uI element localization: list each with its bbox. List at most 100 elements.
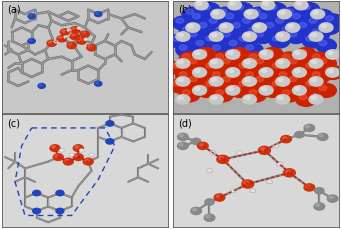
Circle shape xyxy=(56,191,64,196)
Circle shape xyxy=(316,57,336,71)
Circle shape xyxy=(209,71,230,85)
Circle shape xyxy=(242,95,256,105)
Circle shape xyxy=(212,46,220,51)
Circle shape xyxy=(239,82,247,87)
Circle shape xyxy=(309,19,317,24)
Circle shape xyxy=(196,22,217,35)
Circle shape xyxy=(259,14,267,20)
Circle shape xyxy=(211,79,217,82)
Circle shape xyxy=(182,55,190,60)
Circle shape xyxy=(276,71,296,85)
Circle shape xyxy=(83,158,93,165)
Circle shape xyxy=(206,37,214,42)
Circle shape xyxy=(261,70,267,73)
Circle shape xyxy=(292,86,306,96)
Circle shape xyxy=(209,95,223,105)
Circle shape xyxy=(80,32,90,38)
Circle shape xyxy=(289,77,297,82)
Circle shape xyxy=(176,19,184,24)
Circle shape xyxy=(256,13,277,26)
Circle shape xyxy=(186,57,207,71)
Circle shape xyxy=(299,50,307,55)
Circle shape xyxy=(70,27,79,34)
Circle shape xyxy=(54,41,58,44)
Circle shape xyxy=(173,64,180,69)
Circle shape xyxy=(306,126,310,128)
Circle shape xyxy=(193,39,213,53)
Circle shape xyxy=(306,37,313,42)
Circle shape xyxy=(72,35,75,37)
Circle shape xyxy=(33,191,41,196)
Circle shape xyxy=(197,143,208,150)
Circle shape xyxy=(77,27,81,30)
Circle shape xyxy=(94,82,102,87)
Circle shape xyxy=(326,17,333,22)
Circle shape xyxy=(186,10,194,15)
Circle shape xyxy=(326,68,340,78)
Circle shape xyxy=(286,10,294,15)
Circle shape xyxy=(256,32,264,38)
Circle shape xyxy=(273,144,279,148)
Circle shape xyxy=(295,70,300,73)
Circle shape xyxy=(236,35,256,49)
Circle shape xyxy=(216,8,236,22)
Circle shape xyxy=(179,89,200,102)
Circle shape xyxy=(186,30,207,44)
Circle shape xyxy=(204,214,215,221)
Circle shape xyxy=(106,121,114,127)
Circle shape xyxy=(242,44,263,58)
Circle shape xyxy=(85,159,89,162)
Circle shape xyxy=(57,36,66,43)
Circle shape xyxy=(50,145,60,152)
Circle shape xyxy=(252,75,273,89)
Circle shape xyxy=(219,30,240,44)
Circle shape xyxy=(62,31,65,33)
Circle shape xyxy=(47,41,56,47)
Text: (b): (b) xyxy=(178,5,192,15)
Circle shape xyxy=(249,28,257,33)
Circle shape xyxy=(246,26,266,40)
Circle shape xyxy=(216,195,220,198)
Circle shape xyxy=(269,62,290,76)
Circle shape xyxy=(179,135,183,137)
Circle shape xyxy=(244,10,258,20)
Circle shape xyxy=(313,12,318,15)
Circle shape xyxy=(182,28,190,33)
Circle shape xyxy=(279,53,300,67)
Circle shape xyxy=(65,159,69,162)
Circle shape xyxy=(326,51,340,60)
Circle shape xyxy=(263,48,283,62)
Circle shape xyxy=(319,135,323,137)
Circle shape xyxy=(196,3,202,6)
Circle shape xyxy=(196,41,204,46)
Circle shape xyxy=(203,35,223,49)
Circle shape xyxy=(217,156,229,164)
Circle shape xyxy=(296,48,316,62)
Circle shape xyxy=(173,17,193,31)
Circle shape xyxy=(252,10,260,15)
Circle shape xyxy=(169,80,190,93)
Circle shape xyxy=(327,195,338,202)
Circle shape xyxy=(213,12,218,15)
Circle shape xyxy=(309,53,330,67)
Circle shape xyxy=(56,208,64,214)
Circle shape xyxy=(239,17,260,31)
Circle shape xyxy=(179,53,200,67)
Circle shape xyxy=(67,30,71,33)
Circle shape xyxy=(266,23,273,29)
Circle shape xyxy=(106,139,114,144)
Circle shape xyxy=(281,136,291,143)
Circle shape xyxy=(261,148,265,151)
Circle shape xyxy=(96,13,99,15)
Circle shape xyxy=(246,89,266,102)
Text: (d): (d) xyxy=(178,118,192,128)
Circle shape xyxy=(286,57,306,71)
Circle shape xyxy=(311,10,325,20)
Circle shape xyxy=(199,50,207,55)
Circle shape xyxy=(229,68,237,73)
Circle shape xyxy=(199,4,220,17)
Circle shape xyxy=(222,32,230,38)
Circle shape xyxy=(252,30,273,44)
Circle shape xyxy=(316,39,336,53)
Circle shape xyxy=(206,17,226,31)
